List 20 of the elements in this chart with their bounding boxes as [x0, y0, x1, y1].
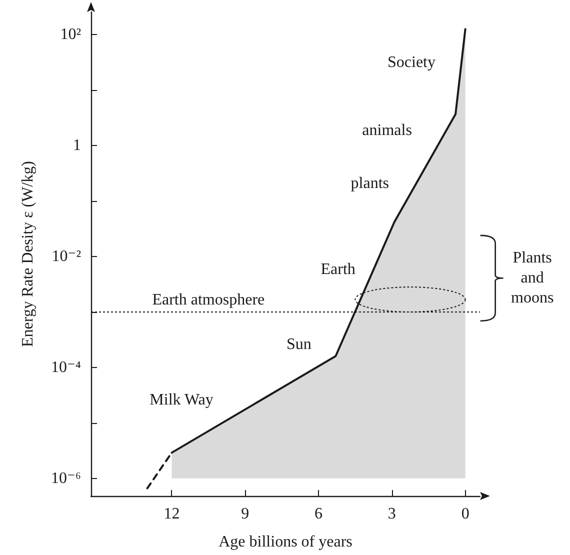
y-axis-title: Energy Rate Desity ε (W/kg) — [20, 161, 36, 347]
x-tick-label: 3 — [388, 506, 396, 522]
x-tick-label: 0 — [461, 506, 470, 522]
x-axis-title: Age billions of years — [218, 534, 352, 550]
x-tick-label: 12 — [164, 506, 180, 522]
annotation: Sun — [286, 336, 312, 354]
y-tick-label: 10² — [60, 26, 82, 44]
annotation: plants — [350, 174, 390, 192]
annotation: animals — [362, 122, 412, 140]
ref-line-label: Earth atmosphere — [152, 291, 265, 308]
y-tick-label: 10⁻² — [52, 248, 82, 266]
annotation: Society — [387, 54, 436, 71]
x-tick-label: 9 — [241, 506, 250, 522]
annotation: Earth — [320, 260, 356, 278]
y-tick-label: 10⁻⁴ — [50, 358, 82, 376]
text: Plants and moons — [510, 250, 554, 307]
x-tick-label: 6 — [314, 506, 323, 522]
annotation: Milk Way — [150, 392, 214, 409]
y-tick-label: 1 — [73, 137, 81, 154]
y-tick-label: 10⁻⁶ — [50, 470, 81, 487]
